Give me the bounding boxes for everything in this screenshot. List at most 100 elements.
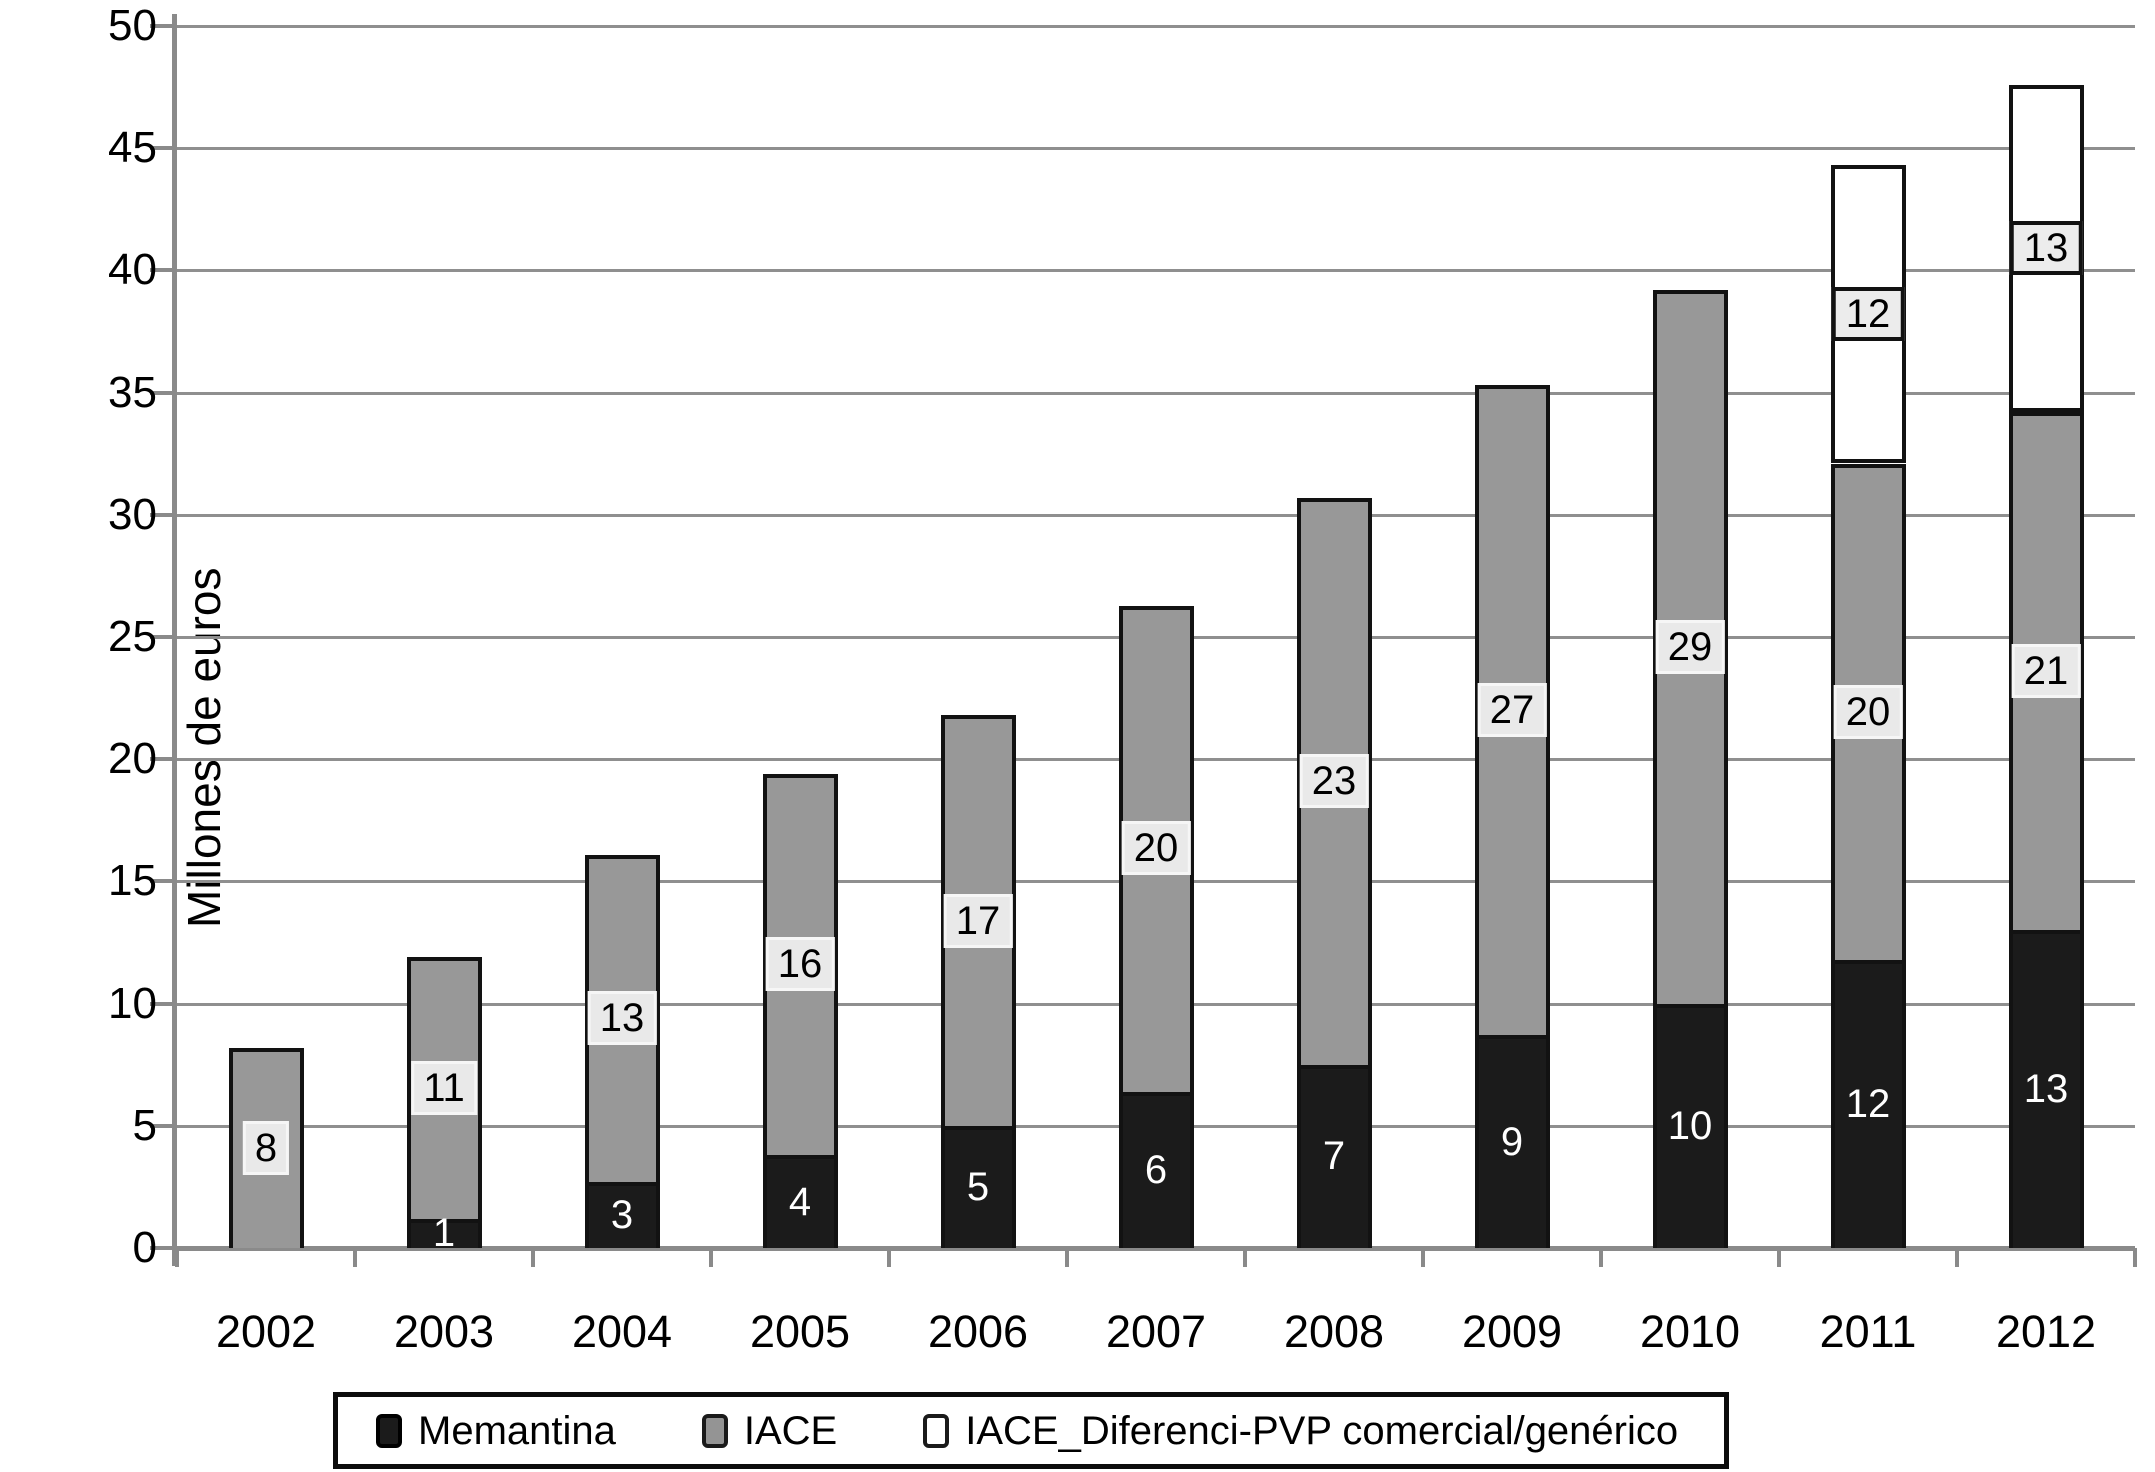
value-label-iace-2009: 27 xyxy=(1477,683,1547,737)
value-label-memantina-2008: 7 xyxy=(1322,1134,1346,1178)
bar-2006: 5 17 xyxy=(940,715,1016,1248)
x-category-label-2008: 2008 xyxy=(1283,1306,1385,1357)
gridline-40 xyxy=(177,269,2135,273)
gridline-30 xyxy=(177,513,2135,517)
y-tick-label-40: 40 xyxy=(108,245,157,295)
y-tick-label-15: 15 xyxy=(108,856,157,906)
y-tick-label-10: 10 xyxy=(108,978,157,1028)
legend-label-iace-diferencial: IACE_Diferenci-PVP comercial/genérico xyxy=(965,1408,1679,1453)
bar-2011: 12 20 12 xyxy=(1830,165,1906,1248)
value-label-memantina-2007: 6 xyxy=(1144,1148,1168,1192)
segment-memantina-2011 xyxy=(1830,960,1906,1248)
legend-item-memantina: Memantina xyxy=(376,1408,616,1454)
x-axis-tick-8 xyxy=(1599,1248,1603,1267)
value-label-iace-2011: 20 xyxy=(1833,685,1903,739)
segment-memantina-2005 xyxy=(762,1155,838,1248)
segment-memantina-2007 xyxy=(1118,1092,1194,1248)
x-axis-tick-1 xyxy=(353,1248,357,1267)
legend-item-iace: IACE xyxy=(701,1408,838,1454)
y-tick-label-20: 20 xyxy=(108,734,157,784)
legend: Memantina IACE IACE_Diferenci-PVP comercia… xyxy=(333,1392,1729,1469)
legend-label-iace: IACE xyxy=(743,1408,838,1453)
value-label-memantina-2004: 3 xyxy=(610,1193,634,1237)
y-axis-title: Millones de euros xyxy=(178,567,230,928)
segment-memantina-2010 xyxy=(1652,1004,1728,1248)
plot-area: Millones de euros 0 5 10 15 20 25 30 35 40 45 50 20… xyxy=(108,1,2137,1357)
value-label-iace-2008: 23 xyxy=(1299,754,1369,808)
y-axis-tick-35 xyxy=(150,390,177,395)
value-label-iace-2007: 20 xyxy=(1121,821,1191,875)
segment-memantina-2009 xyxy=(1474,1035,1550,1248)
bar-2010: 10 29 xyxy=(1652,290,1728,1248)
bar-2004: 3 13 xyxy=(584,855,660,1248)
y-tick-label-25: 25 xyxy=(108,612,157,661)
value-label-memantina-2009: 9 xyxy=(1500,1120,1524,1164)
y-axis-tick-5 xyxy=(150,1123,177,1128)
value-label-iace-diferencial-2012: 13 xyxy=(2009,221,2083,275)
x-axis-line xyxy=(177,1246,2135,1251)
gridline-45 xyxy=(177,147,2135,151)
x-axis-tick-10 xyxy=(1955,1248,1959,1267)
x-axis-tick-5 xyxy=(1065,1248,1069,1267)
x-axis-tick-3 xyxy=(709,1248,713,1267)
value-label-iace-2012: 21 xyxy=(2011,644,2081,698)
y-tick-label-30: 30 xyxy=(108,489,157,539)
x-axis-tick-9 xyxy=(1777,1248,1781,1267)
y-axis-tick-20 xyxy=(150,757,177,762)
x-category-label-2009: 2009 xyxy=(1461,1306,1563,1357)
y-axis-tick-25 xyxy=(150,635,177,639)
x-axis-tick-7 xyxy=(1421,1248,1425,1267)
bar-2002: 8 xyxy=(228,1048,304,1248)
x-category-label-2011: 2011 xyxy=(1819,1306,1917,1357)
legend-swatch-memantina-icon xyxy=(376,1413,402,1448)
segment-memantina-2012 xyxy=(2008,930,2084,1248)
x-axis-tick-0 xyxy=(175,1248,179,1267)
value-label-memantina-2011: 12 xyxy=(1845,1082,1891,1126)
x-category-label-2002: 2002 xyxy=(215,1306,317,1357)
value-label-iace-2002: 8 xyxy=(242,1121,290,1175)
y-axis-line xyxy=(172,14,177,1266)
gridline-50 xyxy=(177,25,2135,28)
x-axis-tick-6 xyxy=(1243,1248,1247,1267)
bar-2008: 7 23 xyxy=(1296,498,1372,1248)
x-category-label-2003: 2003 xyxy=(393,1306,495,1357)
bar-2003: 1 11 xyxy=(406,957,482,1255)
y-tick-label-0: 0 xyxy=(132,1223,157,1272)
y-tick-label-50: 50 xyxy=(108,1,157,50)
x-axis-tick-2 xyxy=(531,1248,535,1267)
y-axis-tick-0 xyxy=(150,1246,177,1250)
value-label-iace-2010: 29 xyxy=(1655,620,1725,674)
y-axis-tick-30 xyxy=(150,512,177,517)
value-label-iace-diferencial-2011: 12 xyxy=(1831,287,1905,341)
segment-memantina-2003 xyxy=(406,1219,482,1248)
y-axis-tick-50 xyxy=(150,24,177,28)
x-category-label-2006: 2006 xyxy=(927,1306,1029,1357)
x-category-label-2010: 2010 xyxy=(1639,1306,1741,1357)
value-label-memantina-2005: 4 xyxy=(788,1180,812,1224)
x-category-label-2005: 2005 xyxy=(749,1306,851,1357)
value-label-iace-2003: 11 xyxy=(411,1061,477,1115)
bar-2005: 4 16 xyxy=(762,774,838,1248)
legend-label-memantina: Memantina xyxy=(418,1408,616,1453)
legend-item-iace-diferencial: IACE_Diferenci-PVP comercial/genérico xyxy=(923,1408,1678,1454)
value-label-iace-2006: 17 xyxy=(943,894,1013,948)
gridline-35 xyxy=(177,391,2135,395)
legend-swatch-iace-icon xyxy=(701,1413,728,1448)
value-label-iace-2005: 16 xyxy=(765,937,835,991)
value-label-memantina-2012: 13 xyxy=(2023,1067,2069,1111)
bar-2009: 9 27 xyxy=(1474,385,1550,1248)
value-label-memantina-2006: 5 xyxy=(966,1165,990,1209)
y-axis-tick-40 xyxy=(150,268,177,273)
y-axis-tick-15 xyxy=(150,879,177,884)
x-category-label-2004: 2004 xyxy=(571,1306,673,1357)
y-tick-label-35: 35 xyxy=(108,367,157,417)
legend-swatch-iace-diferencial-icon xyxy=(923,1413,950,1448)
x-category-label-2007: 2007 xyxy=(1105,1306,1207,1357)
value-label-iace-2004: 13 xyxy=(587,991,657,1045)
y-tick-label-5: 5 xyxy=(132,1100,157,1150)
segment-memantina-2008 xyxy=(1296,1065,1372,1248)
x-axis-tick-4 xyxy=(887,1248,891,1267)
value-label-memantina-2010: 10 xyxy=(1667,1104,1713,1148)
bar-2007: 6 20 xyxy=(1118,605,1194,1248)
